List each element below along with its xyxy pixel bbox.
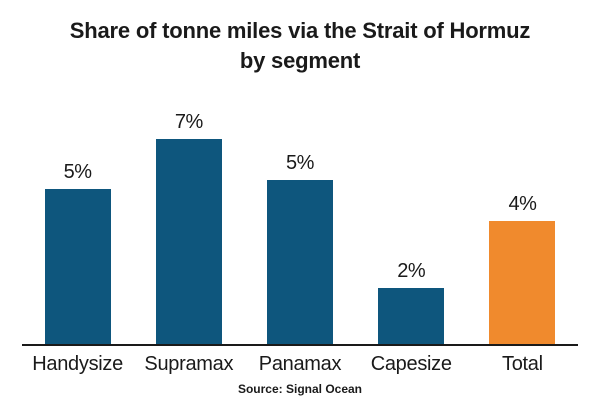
value-label-total: 4% bbox=[508, 193, 537, 215]
value-label-supramax: 7% bbox=[174, 111, 203, 133]
value-label-handysize: 5% bbox=[63, 161, 92, 183]
chart-title-line-1: Share of tonne miles via the Strait of H… bbox=[69, 18, 531, 43]
bar-group-capesize: 2% bbox=[356, 261, 467, 344]
plot-area: 5% 7% 5% 2% 4% bbox=[22, 0, 578, 344]
category-axis-labels: Handysize Supramax Panamax Capesize Total bbox=[22, 353, 578, 375]
category-label-handysize: Handysize bbox=[32, 353, 123, 375]
bar-panamax bbox=[267, 180, 333, 344]
chart-title-line-2: by segment bbox=[239, 48, 361, 73]
category-label-total: Total bbox=[502, 353, 543, 375]
chart-title: Share of tonne miles via the Strait of H… bbox=[0, 16, 600, 76]
category-label-supramax: Supramax bbox=[144, 353, 234, 375]
x-axis-line bbox=[22, 344, 578, 346]
bar-capesize bbox=[378, 288, 445, 344]
bar-handysize bbox=[44, 189, 111, 344]
category-label-capesize: Capesize bbox=[370, 353, 452, 375]
bar-group-handysize: 5% bbox=[22, 162, 133, 344]
bar-total bbox=[489, 221, 556, 344]
bar-group-supramax: 7% bbox=[133, 112, 244, 344]
value-label-panamax: 5% bbox=[286, 152, 314, 174]
bar-group-total: 4% bbox=[467, 194, 578, 344]
value-label-capesize: 2% bbox=[397, 260, 426, 282]
source-caption: Source: Signal Ocean bbox=[237, 382, 363, 396]
category-label-panamax: Panamax bbox=[258, 353, 342, 375]
bar-group-panamax: 5% bbox=[244, 153, 355, 344]
bar-supramax bbox=[155, 139, 222, 344]
